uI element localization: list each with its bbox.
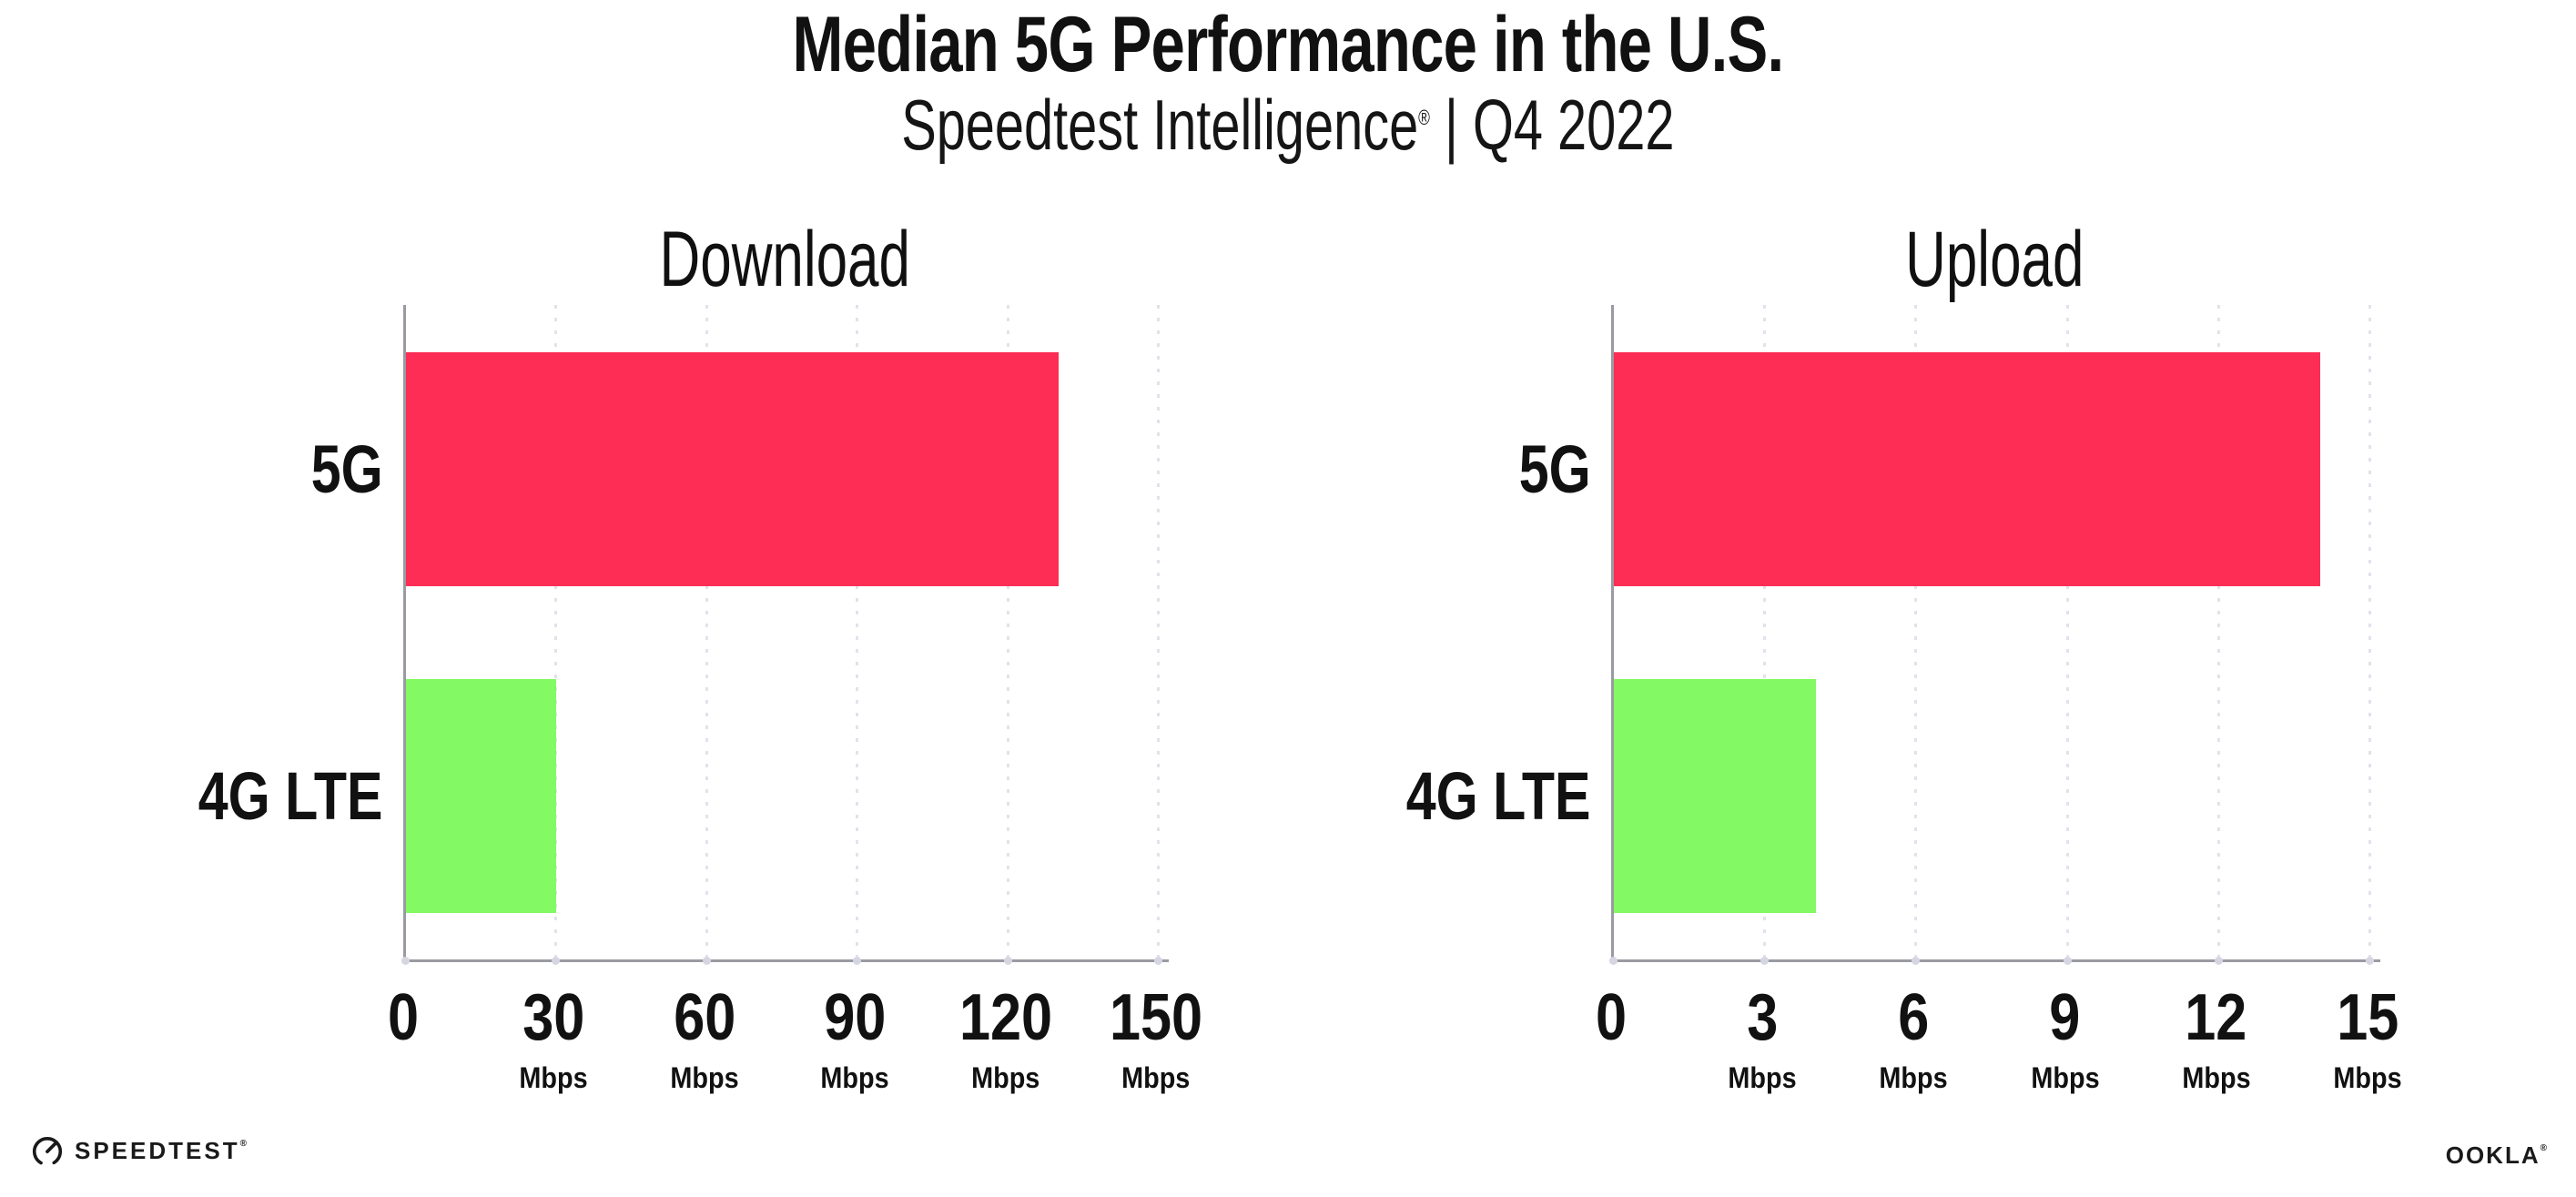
x-tick-upload-0: 0 (1593, 985, 1629, 1050)
x-tick-upload-3: 3 Mbps (1724, 985, 1800, 1092)
download-category-labels: 5G 4G LTE (0, 305, 383, 959)
ookla-wordmark: OOKLA (2445, 1141, 2541, 1169)
axis-tick-dot (2365, 957, 2374, 965)
x-tick-upload-9: 9 Mbps (2027, 985, 2104, 1092)
x-tick-value: 60 (673, 981, 735, 1054)
gridline-upload-12 (2216, 305, 2220, 959)
upload-chart-title: Upload (1904, 216, 2084, 303)
category-label-4g-lte: 4G LTE (1406, 758, 1591, 834)
axis-tick-dot (1153, 957, 1162, 965)
x-tick-value: 0 (1595, 981, 1628, 1054)
gridline-upload-6 (1914, 305, 1918, 959)
x-tick-value: 90 (824, 981, 887, 1054)
x-tick-value: 30 (522, 981, 585, 1054)
x-tick-value: 150 (1109, 981, 1203, 1054)
speedtest-gauge-icon (32, 1136, 63, 1167)
x-tick-unit: Mbps (519, 1061, 588, 1094)
axis-tick-dot (1003, 957, 1012, 965)
gridline-download-90 (856, 305, 859, 959)
x-tick-value: 3 (1747, 981, 1779, 1054)
x-tick-unit: Mbps (2182, 1061, 2251, 1094)
bar-upload-5g (1614, 352, 2320, 586)
gridline-upload-15 (2368, 305, 2371, 959)
axis-tick-dot (1760, 957, 1770, 965)
x-tick-value: 9 (2049, 981, 2081, 1054)
x-tick-value: 15 (2336, 981, 2399, 1054)
gridline-download-120 (1006, 305, 1009, 959)
gridline-download-150 (1156, 305, 1160, 959)
bar-download-5g (406, 352, 1059, 586)
x-tick-unit: Mbps (2030, 1061, 2100, 1094)
category-label-5g: 5G (311, 431, 383, 507)
bar-upload-4g-lte (1614, 679, 1816, 913)
x-tick-upload-12: 12 Mbps (2178, 985, 2255, 1092)
upload-plot-area (1609, 305, 2380, 965)
x-tick-download-90: 90 Mbps (816, 985, 893, 1092)
x-tick-upload-6: 6 Mbps (1876, 985, 1952, 1092)
download-x-axis: 0 30 Mbps 60 Mbps 90 Mbps 120 Mbps 150 Mbps (388, 985, 1202, 1131)
axis-tick-dot (1609, 957, 1618, 965)
upload-x-axis: 0 3 Mbps 6 Mbps 9 Mbps 12 Mbps 15 Mbps (1596, 985, 2402, 1131)
axis-tick-dot (401, 957, 410, 965)
axis-tick-dot (2063, 957, 2072, 965)
subtitle-brand: Speedtest Intelligence (901, 85, 1419, 165)
x-tick-value: 6 (1898, 981, 1930, 1054)
x-tick-download-120: 120 Mbps (951, 985, 1060, 1092)
x-tick-download-60: 60 Mbps (666, 985, 743, 1092)
page-subtitle: Speedtest Intelligence® | Q4 2022 (0, 89, 2576, 160)
axis-tick-dot (853, 957, 862, 965)
ookla-logo: OOKLA® (2446, 1143, 2547, 1167)
gridline-download-30 (554, 305, 558, 959)
x-tick-value: 120 (958, 981, 1052, 1054)
x-tick-unit: Mbps (1879, 1061, 1948, 1094)
category-label-5g: 5G (1519, 431, 1591, 507)
x-tick-unit: Mbps (1121, 1061, 1191, 1094)
x-tick-download-0: 0 (385, 985, 421, 1050)
gridline-upload-9 (2065, 305, 2069, 959)
x-tick-value: 0 (387, 981, 420, 1054)
x-tick-download-150: 150 Mbps (1101, 985, 1211, 1092)
axis-tick-dot (2214, 957, 2223, 965)
subtitle-period: | Q4 2022 (1430, 85, 1675, 165)
x-tick-unit: Mbps (670, 1061, 739, 1094)
download-chart-title: Download (659, 216, 910, 303)
page-title-text: Median 5G Performance in the U.S. (792, 1, 1785, 88)
download-plot-area (401, 305, 1169, 965)
axis-tick-dot (1912, 957, 1921, 965)
axis-tick-dot (552, 957, 561, 965)
x-tick-unit: Mbps (970, 1061, 1040, 1094)
x-tick-download-30: 30 Mbps (516, 985, 593, 1092)
category-label-4g-lte: 4G LTE (198, 758, 383, 834)
gridline-upload-3 (1763, 305, 1767, 959)
x-tick-upload-15: 15 Mbps (2329, 985, 2406, 1092)
axis-tick-dot (702, 957, 711, 965)
x-tick-unit: Mbps (2333, 1061, 2402, 1094)
speedtest-wordmark: SPEEDTEST® (75, 1137, 247, 1164)
speedtest-logo: SPEEDTEST® (31, 1134, 247, 1167)
upload-category-labels: 5G 4G LTE (0, 305, 1591, 959)
x-tick-value: 12 (2185, 981, 2247, 1054)
gridline-download-60 (705, 305, 708, 959)
x-tick-unit: Mbps (820, 1061, 889, 1094)
registered-mark: ® (2540, 1143, 2547, 1153)
bar-download-4g-lte (406, 679, 557, 913)
x-tick-unit: Mbps (1728, 1061, 1797, 1094)
registered-mark: ® (1418, 106, 1431, 129)
page-title: Median 5G Performance in the U.S. (0, 5, 2576, 84)
registered-mark: ® (239, 1139, 247, 1149)
